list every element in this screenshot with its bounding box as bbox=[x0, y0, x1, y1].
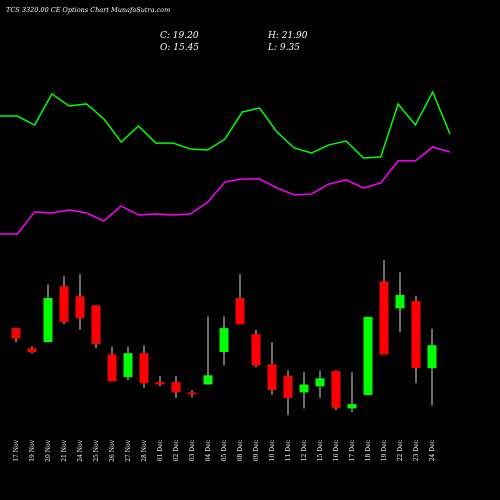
x-tick-label: 09 Dec bbox=[253, 439, 260, 461]
candle-body bbox=[187, 392, 197, 395]
x-tick-label: 18 Dec bbox=[365, 439, 372, 461]
candle-body bbox=[427, 345, 437, 369]
candle-body bbox=[251, 334, 261, 366]
candle-body bbox=[395, 294, 405, 309]
candle-body bbox=[91, 305, 101, 345]
candle-body bbox=[347, 404, 357, 409]
candle-body bbox=[139, 353, 149, 384]
x-tick-label: 21 Nov bbox=[61, 439, 68, 461]
x-tick-label: 04 Dec bbox=[205, 439, 212, 461]
candle-body bbox=[43, 298, 53, 343]
candle-body bbox=[75, 296, 85, 319]
x-tick-label: 24 Nov bbox=[77, 439, 84, 461]
candle-body bbox=[155, 382, 165, 385]
candle-body bbox=[299, 384, 309, 393]
high-label: H: 21.90 bbox=[267, 31, 308, 41]
x-tick-label: 12 Dec bbox=[301, 439, 308, 461]
chart-title: TCS 3320.00 CE Options Chart MunafaSutra… bbox=[6, 6, 170, 14]
candle-body bbox=[27, 348, 37, 352]
x-tick-label: 22 Dec bbox=[397, 439, 404, 461]
candle-body bbox=[219, 328, 229, 352]
x-tick-label: 19 Nov bbox=[29, 439, 36, 461]
candle-body bbox=[203, 375, 213, 385]
x-tick-label: 25 Nov bbox=[93, 439, 100, 461]
x-tick-label: 02 Dec bbox=[173, 439, 180, 461]
x-tick-label: 16 Dec bbox=[333, 439, 340, 461]
x-tick-label: 23 Dec bbox=[413, 439, 420, 461]
indicator-line bbox=[0, 90, 451, 159]
candle-body bbox=[379, 281, 389, 355]
x-tick-label: 17 Dec bbox=[349, 439, 356, 461]
candle-body bbox=[411, 301, 421, 368]
x-tick-label: 19 Dec bbox=[381, 439, 388, 461]
x-tick-label: 17 Nov bbox=[13, 439, 20, 461]
candle-body bbox=[59, 286, 69, 322]
x-tick-label: 24 Dec bbox=[429, 439, 436, 461]
x-tick-label: 28 Nov bbox=[141, 439, 148, 461]
x-tick-label: 05 Dec bbox=[221, 439, 228, 461]
candle-body bbox=[283, 375, 293, 398]
candle-body bbox=[331, 371, 341, 408]
open-label: O: 15.45 bbox=[160, 43, 199, 53]
candle-body bbox=[107, 354, 117, 382]
x-tick-label: 03 Dec bbox=[189, 439, 196, 461]
x-tick-label: 01 Dec bbox=[157, 439, 164, 461]
x-tick-label: 11 Dec bbox=[285, 439, 292, 461]
x-tick-label: 15 Dec bbox=[317, 439, 324, 461]
candle-body bbox=[11, 328, 21, 339]
indicator-line bbox=[0, 146, 451, 235]
candle-body bbox=[267, 364, 277, 391]
candle-body bbox=[171, 382, 181, 393]
candle-body bbox=[363, 317, 373, 395]
x-tick-label: 20 Nov bbox=[45, 439, 52, 461]
close-label: C: 19.20 bbox=[160, 31, 199, 41]
x-tick-label: 08 Dec bbox=[237, 439, 244, 461]
candle-body bbox=[315, 378, 325, 387]
low-label: L: 9.35 bbox=[267, 43, 300, 53]
candle-body bbox=[123, 353, 133, 378]
x-tick-label: 26 Nov bbox=[109, 439, 116, 461]
candle-body bbox=[235, 298, 245, 325]
x-tick-label: 27 Nov bbox=[125, 439, 132, 461]
x-tick-label: 10 Dec bbox=[269, 439, 276, 461]
